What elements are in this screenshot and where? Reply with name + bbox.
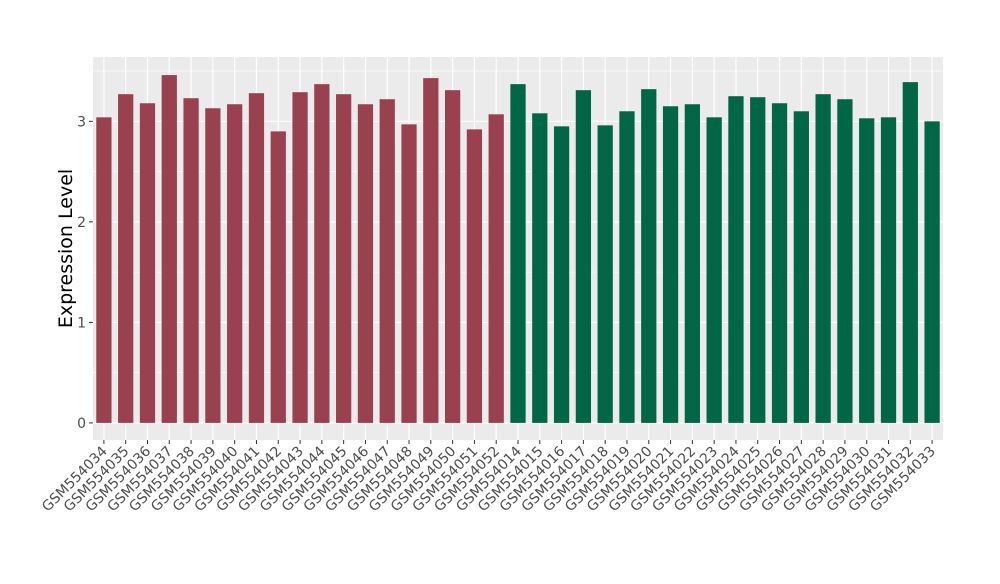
bar: [292, 92, 308, 423]
bar: [488, 114, 504, 423]
bar: [314, 84, 330, 423]
bar: [684, 104, 700, 423]
bar: [510, 84, 526, 423]
bar: [619, 111, 635, 423]
bar: [466, 129, 483, 423]
bar: [662, 106, 679, 423]
bar: [924, 121, 940, 423]
y-tick-label: 0: [77, 416, 86, 432]
bar: [248, 93, 265, 423]
bar: [815, 94, 831, 423]
bar: [553, 126, 570, 423]
bar: [641, 89, 657, 423]
bar: [161, 75, 177, 423]
y-axis-label: Expression Level: [55, 169, 77, 328]
y-tick-label: 2: [77, 215, 86, 231]
bar: [597, 125, 613, 423]
bar: [270, 131, 286, 423]
bar: [728, 96, 744, 423]
bar: [532, 113, 548, 423]
bar: [96, 117, 112, 423]
bar: [793, 111, 809, 423]
bar: [139, 103, 156, 423]
bar: [771, 103, 788, 423]
bar: [706, 117, 722, 423]
y-tick-label: 3: [77, 114, 86, 130]
bar: [750, 97, 766, 423]
bar: [859, 118, 875, 423]
bar: [205, 108, 221, 423]
bar: [118, 94, 134, 423]
bar: [401, 124, 417, 423]
bar: [357, 104, 374, 423]
bar: [575, 90, 592, 423]
bar: [880, 117, 897, 423]
bar: [336, 94, 352, 423]
bar: [837, 99, 853, 423]
bar: [183, 98, 199, 423]
bar: [227, 104, 243, 423]
y-tick-label: 1: [77, 315, 86, 331]
bar: [379, 99, 395, 423]
bar: [444, 90, 461, 423]
bar: [423, 78, 439, 423]
bar: [902, 82, 918, 423]
